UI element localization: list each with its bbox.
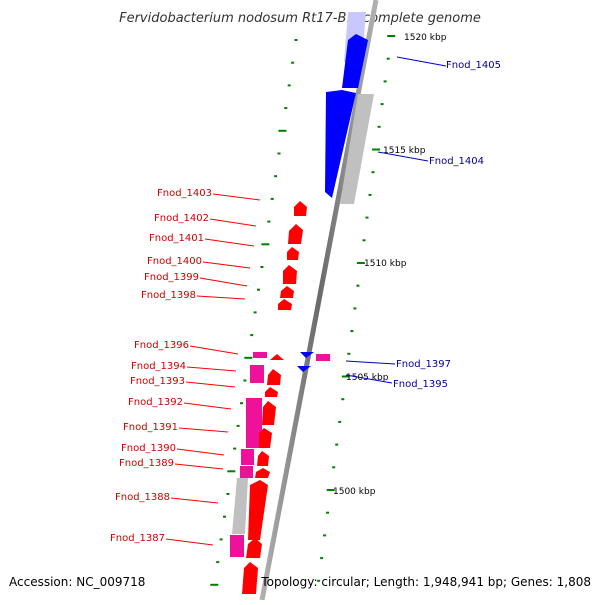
gene-fnod-1396[interactable] <box>270 354 284 360</box>
gene-fnod-1400[interactable] <box>283 265 297 284</box>
scale-label-1505: 1505 kbp <box>346 373 389 383</box>
gene-label-fnod-1405[interactable]: Fnod_1405 <box>446 60 501 71</box>
topology-text: Topology: circular; Length: 1,948,941 bp… <box>260 575 591 589</box>
rna-feature-1390[interactable] <box>241 449 254 465</box>
gene-label-fnod-1395[interactable]: Fnod_1395 <box>393 379 448 390</box>
gene-label-fnod-1404[interactable]: Fnod_1404 <box>429 156 484 167</box>
gene-fnod-1404[interactable] <box>325 90 356 198</box>
gene-fnod-1388[interactable] <box>248 480 268 540</box>
gene-fnod-1397[interactable] <box>300 352 314 358</box>
rna-feature-1394[interactable] <box>250 365 264 383</box>
gene-label-fnod-1388[interactable]: Fnod_1388 <box>115 492 170 503</box>
gene-fnod-1399[interactable] <box>280 286 294 298</box>
gene-fnod-1394[interactable] <box>267 369 281 385</box>
gene-fnod-1398[interactable] <box>278 299 292 310</box>
scale-label-1515: 1515 kbp <box>383 146 426 156</box>
forward-strand-features <box>297 12 374 372</box>
gene-fnod-1395[interactable] <box>297 366 311 372</box>
genome-backbone <box>259 0 379 601</box>
map-title: Fervidobacterium nodosum Rt17-B1, comple… <box>119 11 481 26</box>
gene-label-fnod-1396[interactable]: Fnod_1396 <box>134 340 189 351</box>
gene-label-fnod-1389[interactable]: Fnod_1389 <box>119 458 174 469</box>
leader-line-fnod-1395 <box>345 374 393 384</box>
gene-fnod-1392[interactable] <box>262 401 276 425</box>
rna-feature-1392[interactable] <box>246 398 262 448</box>
leader-line-fnod-1394 <box>186 366 237 372</box>
gene-label-fnod-1403[interactable]: Fnod_1403 <box>157 188 212 199</box>
gene-fnod-1403[interactable] <box>294 201 307 216</box>
leader-line-fnod-1389 <box>174 463 224 470</box>
gene-label-fnod-1394[interactable]: Fnod_1394 <box>131 361 186 372</box>
gene-fnod-1405[interactable] <box>342 34 368 88</box>
ticks-inner <box>210 39 298 586</box>
accession-text: Accession: NC_009718 <box>9 575 145 589</box>
forward-gene-labels: Fnod_1405 Fnod_1404 Fnod_1397 Fnod_1395 <box>345 56 501 390</box>
scale-label-1500: 1500 kbp <box>333 487 376 497</box>
gene-fnod-1401[interactable] <box>287 247 299 260</box>
gene-fnod-1386[interactable] <box>242 562 258 594</box>
leader-line-fnod-1402 <box>209 218 257 227</box>
leader-line-fnod-1396 <box>189 345 239 355</box>
gene-label-fnod-1393[interactable]: Fnod_1393 <box>130 376 185 387</box>
gene-fnod-1402[interactable] <box>288 224 303 244</box>
leader-line-fnod-1387 <box>165 538 214 546</box>
leader-line-fnod-1400 <box>202 261 251 269</box>
gene-label-fnod-1399[interactable]: Fnod_1399 <box>144 272 199 283</box>
leader-line-fnod-1393 <box>185 381 236 388</box>
gene-label-fnod-1400[interactable]: Fnod_1400 <box>147 256 202 267</box>
gene-label-fnod-1390[interactable]: Fnod_1390 <box>121 443 176 454</box>
gene-fnod-1390[interactable] <box>257 451 269 466</box>
leader-line-fnod-1399 <box>199 277 248 287</box>
gene-label-fnod-1397[interactable]: Fnod_1397 <box>396 359 451 370</box>
gene-fnod-1391[interactable] <box>259 428 272 448</box>
leader-line-fnod-1397 <box>345 360 396 365</box>
gene-fnod-1393[interactable] <box>265 387 278 397</box>
scale-labels: 1520 kbp 1515 kbp 1510 kbp 1505 kbp 1500… <box>333 33 447 497</box>
gene-label-fnod-1387[interactable]: Fnod_1387 <box>110 533 165 544</box>
leader-line-fnod-1403 <box>212 193 261 201</box>
gene-label-fnod-1401[interactable]: Fnod_1401 <box>149 233 204 244</box>
rna-feature-1389[interactable] <box>240 466 253 478</box>
leader-line-fnod-1392 <box>183 402 232 410</box>
reverse-gene-labels: Fnod_1403 Fnod_1402 Fnod_1401 Fnod_1400 … <box>110 188 261 546</box>
leader-line-fnod-1391 <box>178 427 229 433</box>
gene-label-fnod-1398[interactable]: Fnod_1398 <box>141 290 196 301</box>
leader-line-fnod-1405 <box>396 56 447 67</box>
pseudo-feature-1388[interactable] <box>232 478 248 534</box>
pseudo-feature-1404[interactable] <box>340 94 374 204</box>
leader-line-fnod-1401 <box>204 238 255 247</box>
ticks-outer <box>317 35 396 582</box>
leader-line-fnod-1404 <box>377 151 429 162</box>
gene-label-fnod-1392[interactable]: Fnod_1392 <box>128 397 183 408</box>
reverse-strand-features <box>230 201 307 594</box>
leader-line-fnod-1388 <box>170 497 219 504</box>
leader-line-fnod-1390 <box>176 448 225 456</box>
gene-label-fnod-1391[interactable]: Fnod_1391 <box>123 422 178 433</box>
rna-feature-1397[interactable] <box>316 354 330 361</box>
gene-fnod-1387[interactable] <box>246 538 262 558</box>
gene-label-fnod-1402[interactable]: Fnod_1402 <box>154 213 209 224</box>
leader-line-fnod-1398 <box>196 295 246 300</box>
rna-feature-1396[interactable] <box>253 352 267 358</box>
gene-fnod-1389[interactable] <box>255 468 270 478</box>
scale-label-1510: 1510 kbp <box>364 259 407 269</box>
scale-label-1520: 1520 kbp <box>404 33 447 43</box>
rna-feature-1387[interactable] <box>230 535 244 557</box>
